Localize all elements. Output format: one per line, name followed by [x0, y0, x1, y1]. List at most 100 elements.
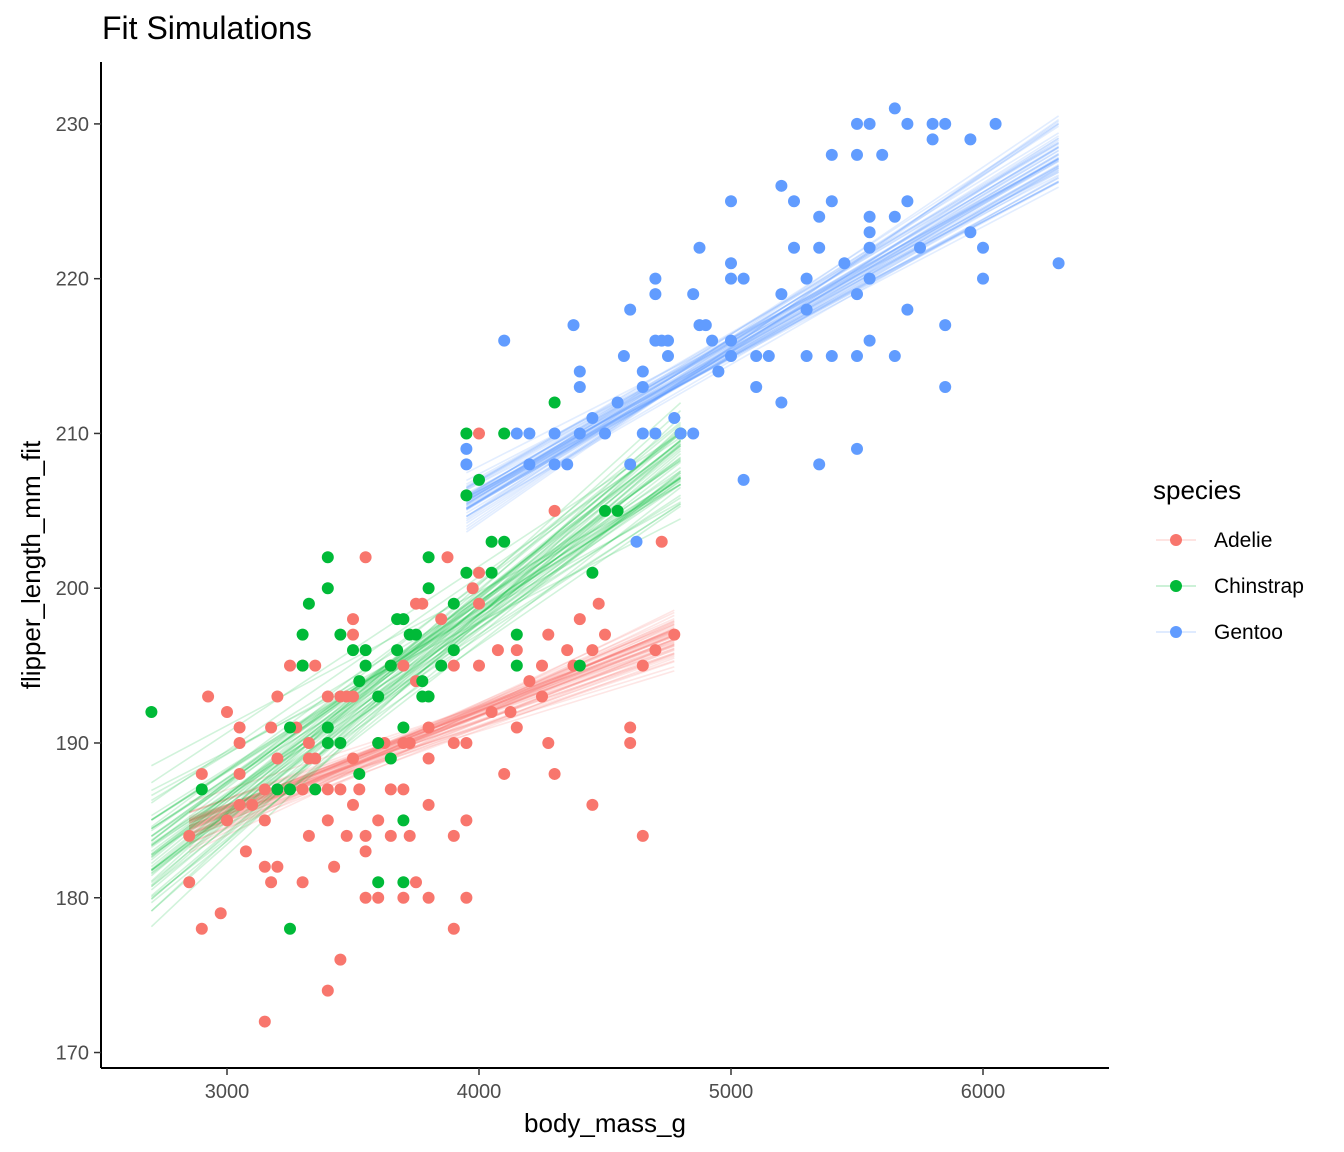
data-point [699, 319, 712, 332]
fit-line [466, 165, 1059, 499]
data-point [548, 427, 561, 440]
data-point [725, 334, 737, 347]
data-point [296, 659, 309, 672]
fit-line [465, 157, 1060, 502]
data-point [964, 133, 977, 146]
data-point [750, 350, 763, 363]
data-point [737, 473, 750, 486]
data-point [271, 690, 284, 703]
data-point [611, 504, 624, 517]
fit-line [150, 445, 682, 891]
data-point [939, 319, 952, 332]
fit-line [150, 503, 682, 847]
fit-line [188, 640, 675, 827]
data-point [435, 659, 448, 672]
data-point [239, 845, 252, 858]
data-point [183, 876, 196, 889]
data-point [422, 551, 435, 564]
fit-line [465, 150, 1060, 497]
fit-line [188, 660, 675, 828]
data-point [403, 736, 416, 749]
fit-line [188, 638, 675, 832]
legend-point-key [1170, 626, 1182, 638]
data-point [347, 644, 359, 657]
data-point [422, 752, 435, 765]
data-point [485, 706, 498, 719]
data-point [548, 458, 561, 471]
fit-line [188, 647, 675, 827]
data-point [328, 860, 341, 873]
x-axis-title: body_mass_g [524, 1108, 686, 1138]
data-point [265, 876, 278, 889]
fit-line [465, 115, 1060, 518]
data-point [195, 767, 208, 780]
data-point [460, 442, 473, 455]
data-point [712, 365, 725, 378]
data-point [630, 535, 643, 548]
data-point [1052, 257, 1065, 270]
fit-line [188, 659, 675, 825]
data-point [542, 736, 555, 749]
fit-line [150, 470, 682, 821]
fit-line [188, 634, 675, 836]
data-point [460, 427, 473, 440]
data-point [655, 535, 668, 548]
y-tick-label: 220 [56, 269, 89, 291]
data-point [636, 381, 649, 394]
data-point [813, 210, 826, 223]
data-point [485, 535, 498, 548]
fit-line [465, 157, 1060, 509]
data-point [693, 241, 706, 254]
fit-lines-gentoo [465, 115, 1060, 533]
data-point [510, 427, 523, 440]
data-point [964, 226, 977, 239]
fit-line [466, 169, 1059, 499]
fit-line [188, 639, 675, 831]
fit-line [188, 644, 675, 837]
chart-title: Fit Simulations [102, 10, 312, 46]
data-point [145, 706, 158, 719]
data-point [674, 427, 687, 440]
data-point [977, 241, 989, 254]
legend-item-adelie: Adelie [1156, 529, 1272, 552]
data-point [548, 504, 561, 517]
data-point [397, 721, 410, 734]
fit-line [465, 167, 1060, 518]
data-point [939, 117, 952, 130]
fit-line [465, 152, 1060, 510]
data-point [353, 767, 366, 780]
data-point [334, 953, 347, 966]
fit-line [150, 430, 682, 870]
data-point [321, 551, 334, 564]
data-point [624, 721, 637, 734]
data-point [372, 690, 385, 703]
fit-line [150, 432, 682, 888]
data-point [800, 272, 813, 285]
data-point [340, 829, 353, 842]
fit-line [150, 439, 682, 868]
data-point [725, 257, 737, 270]
data-point [473, 473, 485, 486]
fit-line [466, 158, 1059, 489]
fit-line [465, 163, 1060, 510]
data-point [195, 922, 208, 935]
data-point [863, 334, 876, 347]
data-point [888, 350, 901, 363]
data-point [573, 427, 586, 440]
data-point [309, 783, 322, 796]
data-point [384, 752, 397, 765]
data-point [901, 195, 914, 208]
fit-lines-layer [150, 115, 1060, 928]
data-point [901, 117, 914, 130]
data-point [825, 350, 838, 363]
data-point [599, 504, 611, 517]
data-point [296, 876, 309, 889]
data-point [422, 721, 435, 734]
data-point [636, 829, 649, 842]
data-point [353, 675, 366, 688]
fit-line [150, 431, 682, 861]
fit-line [465, 156, 1060, 505]
data-point [939, 381, 952, 394]
data-point [309, 752, 322, 765]
data-point [195, 783, 208, 796]
